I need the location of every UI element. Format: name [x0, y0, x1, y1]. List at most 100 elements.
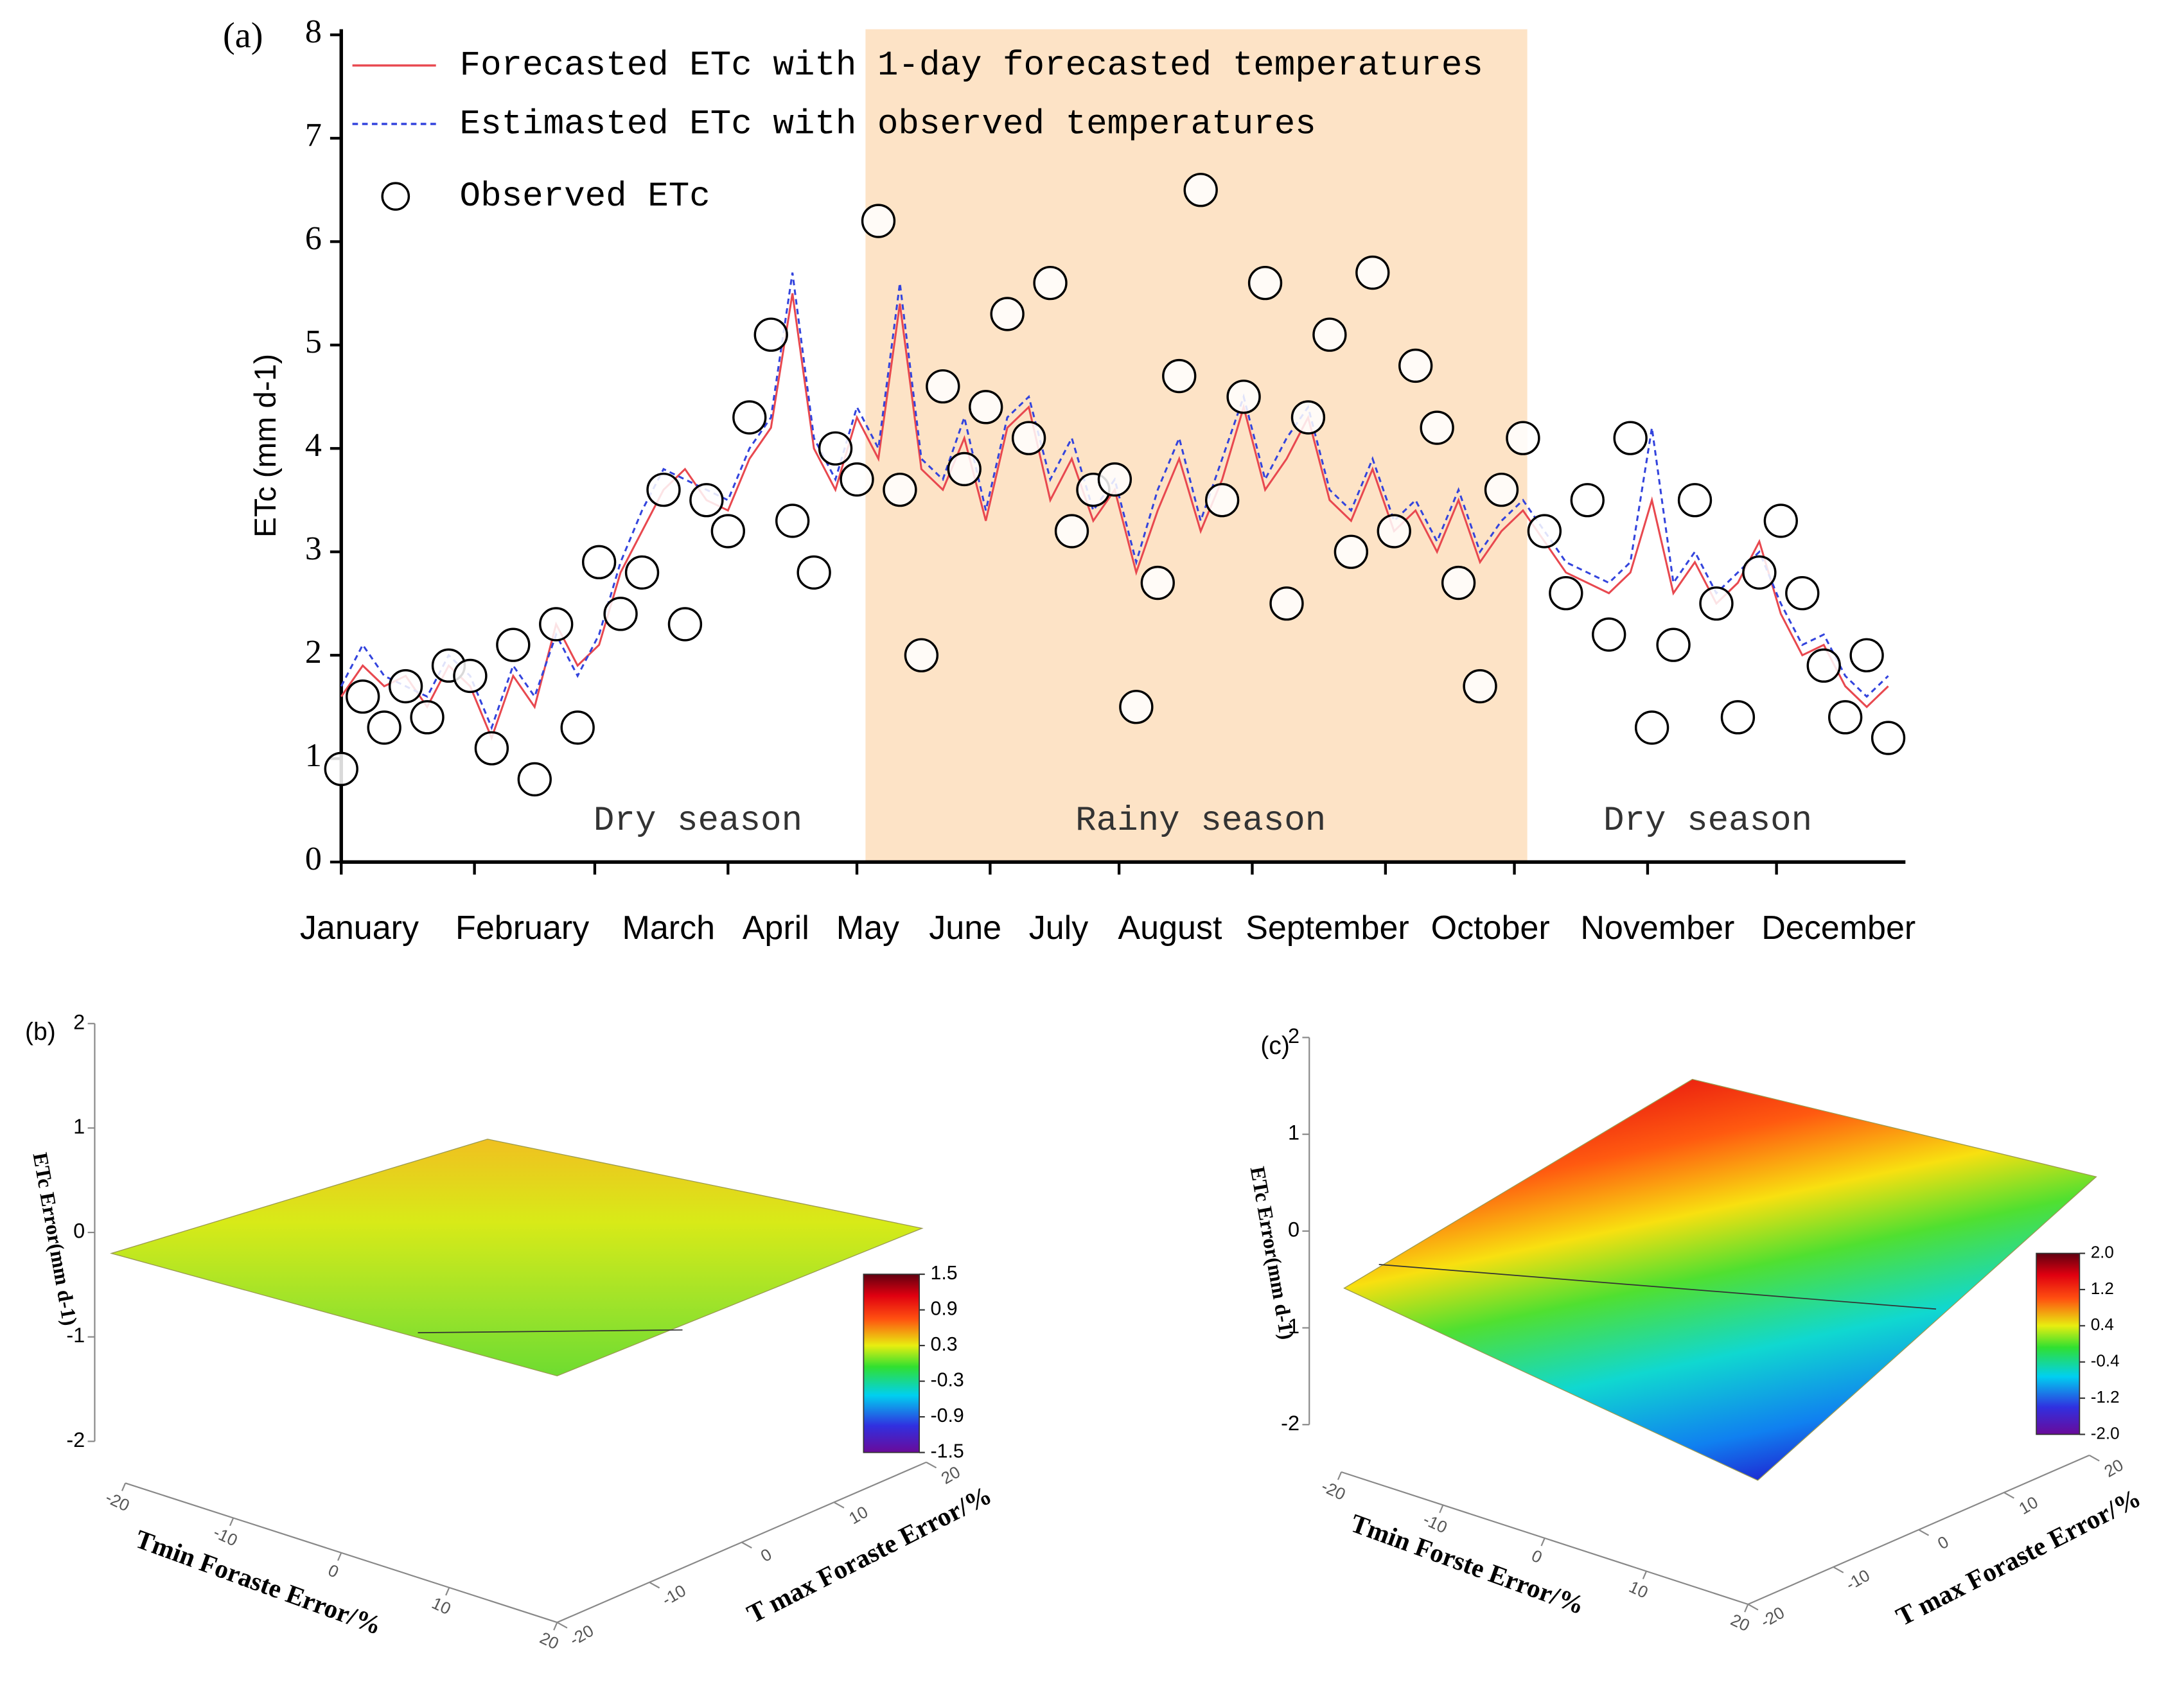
observed-point [539, 607, 574, 642]
y-tick-label: -20 [1757, 1602, 1788, 1631]
x-tick-label: February [455, 909, 589, 947]
colorbar [2036, 1252, 2081, 1435]
observed-point [1398, 348, 1433, 383]
x-tick-label: -10 [211, 1522, 241, 1550]
x-tick [229, 1518, 234, 1527]
observed-point [710, 514, 746, 548]
y-tick-label: 0 [305, 841, 322, 877]
y-axis-label: T max Foraste Error/% [742, 1480, 996, 1629]
observed-point [1699, 586, 1734, 621]
observed-point [1570, 483, 1605, 518]
observed-point [1613, 421, 1648, 455]
contour-line [1378, 1264, 1937, 1310]
observed-point [904, 638, 939, 672]
observed-point [926, 369, 960, 404]
z-tick-label: -2 [66, 1428, 85, 1451]
y-tick-label: -20 [567, 1621, 597, 1650]
observed-point [1033, 265, 1068, 301]
y-tick [2003, 1492, 2014, 1499]
observed-point [818, 431, 853, 466]
colorbar-tick-label: 0.3 [930, 1334, 957, 1355]
observed-point [1334, 534, 1369, 569]
observed-point [1463, 669, 1497, 704]
panel-label: (a) [223, 16, 263, 56]
y-tick-label: 8 [305, 13, 322, 50]
x-tick [1337, 1471, 1343, 1480]
z-tick-label: -1 [66, 1324, 85, 1347]
z-tick-label: 2 [73, 1010, 85, 1033]
season-label: Rainy season [1075, 802, 1326, 841]
y-tick-label: 1 [305, 737, 322, 774]
x-tick-label: March [622, 909, 716, 947]
y-tick [741, 1541, 752, 1549]
observed-point [603, 597, 638, 631]
observed-point [1827, 700, 1863, 735]
y-tick-label: -10 [658, 1581, 689, 1609]
y-tick [926, 1461, 937, 1469]
observed-point [367, 710, 401, 745]
observed-point [453, 658, 488, 694]
x-tick-label: 10 [1626, 1577, 1651, 1602]
legend-label: Forecasted ETc with 1-day forecasted tem… [460, 46, 1483, 85]
x-tick [1744, 1604, 1749, 1613]
observed-point [861, 204, 896, 238]
x-tick-label: May [836, 909, 899, 947]
observed-point [1183, 173, 1218, 207]
observed-point [1119, 690, 1154, 724]
z-tick-label: 0 [1288, 1218, 1299, 1241]
x-tick-label: -20 [1319, 1476, 1349, 1504]
observed-point [1140, 565, 1175, 600]
x-tick-label: -20 [103, 1487, 133, 1515]
observed-point [1849, 638, 1884, 672]
x-tick-label: 20 [1728, 1610, 1753, 1635]
observed-point [947, 451, 982, 487]
observed-point [1592, 617, 1626, 652]
y-tick [1918, 1529, 1930, 1536]
x-tick-label: 20 [537, 1628, 562, 1653]
y-tick-label: 0 [757, 1545, 775, 1566]
observed-point [410, 700, 445, 735]
observed-point [1720, 700, 1756, 735]
observed-point [1677, 483, 1713, 518]
y-tick-label: 4 [305, 427, 322, 464]
observed-point [797, 555, 831, 590]
observed-point [1269, 586, 1304, 621]
observed-point [1506, 421, 1540, 455]
observed-point [1441, 565, 1476, 600]
colorbar-tick-label: 1.2 [2091, 1279, 2114, 1298]
observed-point [1204, 483, 1240, 518]
observed-point [969, 390, 1003, 425]
observed-point [1290, 400, 1326, 435]
x-tick-label: January [300, 909, 419, 947]
observed-point [883, 472, 917, 507]
x-tick-label: April [743, 909, 809, 947]
y-tick-label: 6 [305, 220, 322, 257]
colorbar-tick-label: -1.2 [2091, 1387, 2120, 1406]
colorbar-tick-label: -2.0 [2091, 1423, 2120, 1442]
x-tick-label: July [1029, 909, 1089, 947]
observed-point [560, 710, 595, 745]
y-tick [2089, 1455, 2100, 1462]
colorbar-tick-label: -1.5 [930, 1441, 964, 1462]
observed-point [1634, 710, 1669, 745]
observed-point [646, 472, 681, 507]
observed-point [1871, 721, 1906, 755]
rainy-season-band [865, 29, 1528, 863]
x-axis-label: Tmin Foraste Error/% [132, 1524, 386, 1640]
legend-label: Observed ETc [460, 177, 710, 216]
x-tick-label: October [1431, 909, 1550, 947]
observed-point [1054, 514, 1089, 548]
y-tick [1833, 1566, 1844, 1573]
legend-marker [381, 182, 410, 211]
observed-point [1312, 317, 1347, 352]
colorbar-tick-label: -0.9 [930, 1405, 964, 1426]
y-axis-label: ETc (mm d-1) [249, 354, 283, 538]
y-tick [556, 1622, 568, 1629]
observed-point [1742, 555, 1777, 590]
y-tick-label: 7 [305, 117, 322, 153]
contour-line [418, 1329, 683, 1334]
observed-point [1420, 410, 1454, 445]
z-tick-label: -1 [1281, 1315, 1299, 1338]
y-tick-label: 10 [2016, 1493, 2041, 1518]
